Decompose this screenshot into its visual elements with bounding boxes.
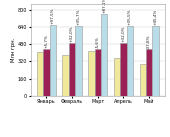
Bar [140,64,146,96]
Text: +32,0%: +32,0% [121,26,125,42]
Bar [95,49,101,96]
Bar [101,14,107,96]
Bar [75,26,82,96]
Bar [43,49,50,96]
Bar [114,58,120,96]
Text: +45,4%: +45,4% [154,9,158,25]
Bar [152,26,159,96]
Bar [50,25,56,96]
Text: +35,5%: +35,5% [128,9,132,25]
Bar [127,26,133,96]
Bar [88,51,95,96]
Bar [146,49,152,96]
Bar [62,55,69,96]
Bar [120,43,127,96]
Y-axis label: Млн грн.: Млн грн. [11,38,16,62]
Text: -37,8%: -37,8% [147,34,151,49]
Text: +87,1%: +87,1% [102,0,106,13]
Bar [69,43,75,96]
Text: +97,5%: +97,5% [51,7,55,24]
Bar [37,52,43,96]
Text: +32,0%: +32,0% [70,26,74,42]
Text: +35,7%: +35,7% [76,9,80,25]
Text: +5,7%: +5,7% [44,34,48,48]
Text: -5,6%: -5,6% [96,36,100,48]
